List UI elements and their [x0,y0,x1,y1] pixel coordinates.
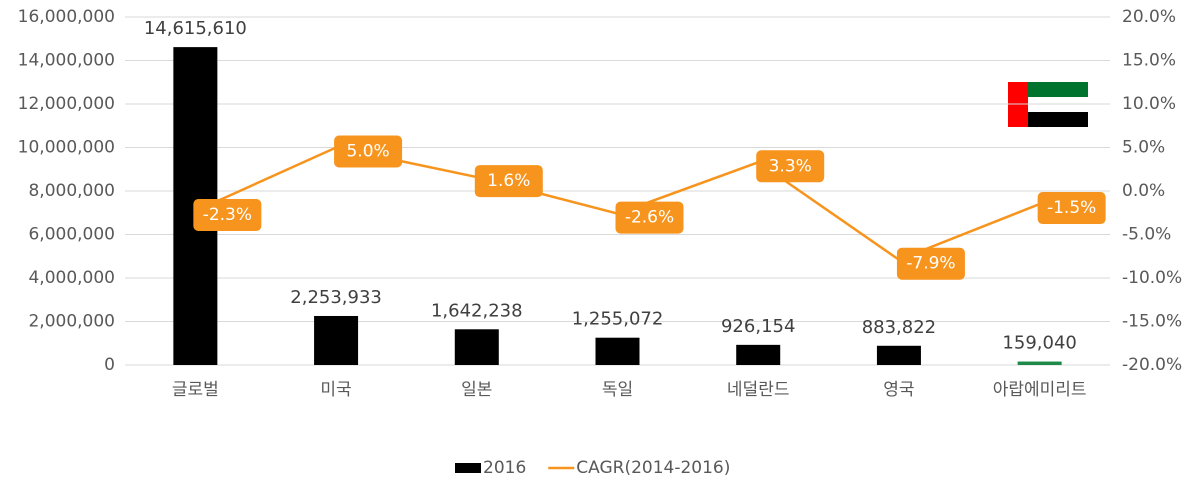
line-value-label: -7.9% [906,254,955,274]
y2-tick-label: 5.0% [1122,138,1165,158]
y-tick-label: 2,000,000 [28,312,115,332]
y-tick-label: 8,000,000 [28,181,115,201]
bar-value-label: 1,642,238 [431,300,523,321]
y2-tick-label: -10.0% [1122,268,1182,288]
x-tick-label: 글로벌 [172,380,219,400]
y-tick-label: 10,000,000 [18,138,115,158]
y2-tick-label: 15.0% [1122,51,1176,71]
legend-label: 2016 [483,458,526,478]
y-tick-label: 12,000,000 [18,94,115,114]
bar-value-label: 926,154 [721,316,795,337]
callout-box [615,201,684,234]
callout-box [896,247,965,280]
line-value-label: 3.3% [769,156,812,176]
x-tick-label: 아랍에미리트 [993,380,1087,400]
y2-tick-label: -5.0% [1122,225,1171,245]
line-value-label: -2.6% [625,208,674,228]
bar-value-label: 883,822 [862,317,936,338]
y2-tick-label: 20.0% [1122,7,1176,27]
x-tick-label: 미국 [320,380,351,400]
line-value-label: 5.0% [346,142,389,162]
bar-value-label: 14,615,610 [144,18,247,39]
y-tick-label: 0 [104,355,115,375]
legend-swatch [455,463,481,473]
y2-tick-label: -15.0% [1122,312,1182,332]
callout-box [193,199,262,232]
bar [876,345,921,365]
callout-box [334,135,403,168]
y2-tick-label: -20.0% [1122,355,1182,375]
x-tick-label: 영국 [883,380,914,400]
y-tick-label: 4,000,000 [28,268,115,288]
legend-label: CAGR(2014-2016) [576,458,730,478]
y-tick-label: 14,000,000 [18,51,115,71]
callout-box [1037,192,1106,225]
y2-tick-label: 10.0% [1122,94,1176,114]
bar [314,315,359,365]
bar-value-label: 159,040 [1002,333,1076,354]
bar-value-label: 2,253,933 [290,287,382,308]
bar [1017,361,1062,365]
x-tick-label: 일본 [461,380,492,400]
line-value-label: 1.6% [487,171,530,191]
bar [736,344,781,365]
x-tick-label: 네덜란드 [727,380,790,400]
y-tick-label: 6,000,000 [28,225,115,245]
callout-box [756,150,825,183]
bar-value-label: 1,255,072 [572,309,664,330]
line-value-label: -2.3% [203,205,252,225]
bar [454,329,499,365]
y-tick-label: 16,000,000 [18,7,115,27]
x-tick-label: 독일 [602,380,633,400]
bar [595,337,640,365]
callout-box [474,165,543,198]
y2-tick-label: 0.0% [1122,181,1165,201]
line-value-label: -1.5% [1047,198,1096,218]
